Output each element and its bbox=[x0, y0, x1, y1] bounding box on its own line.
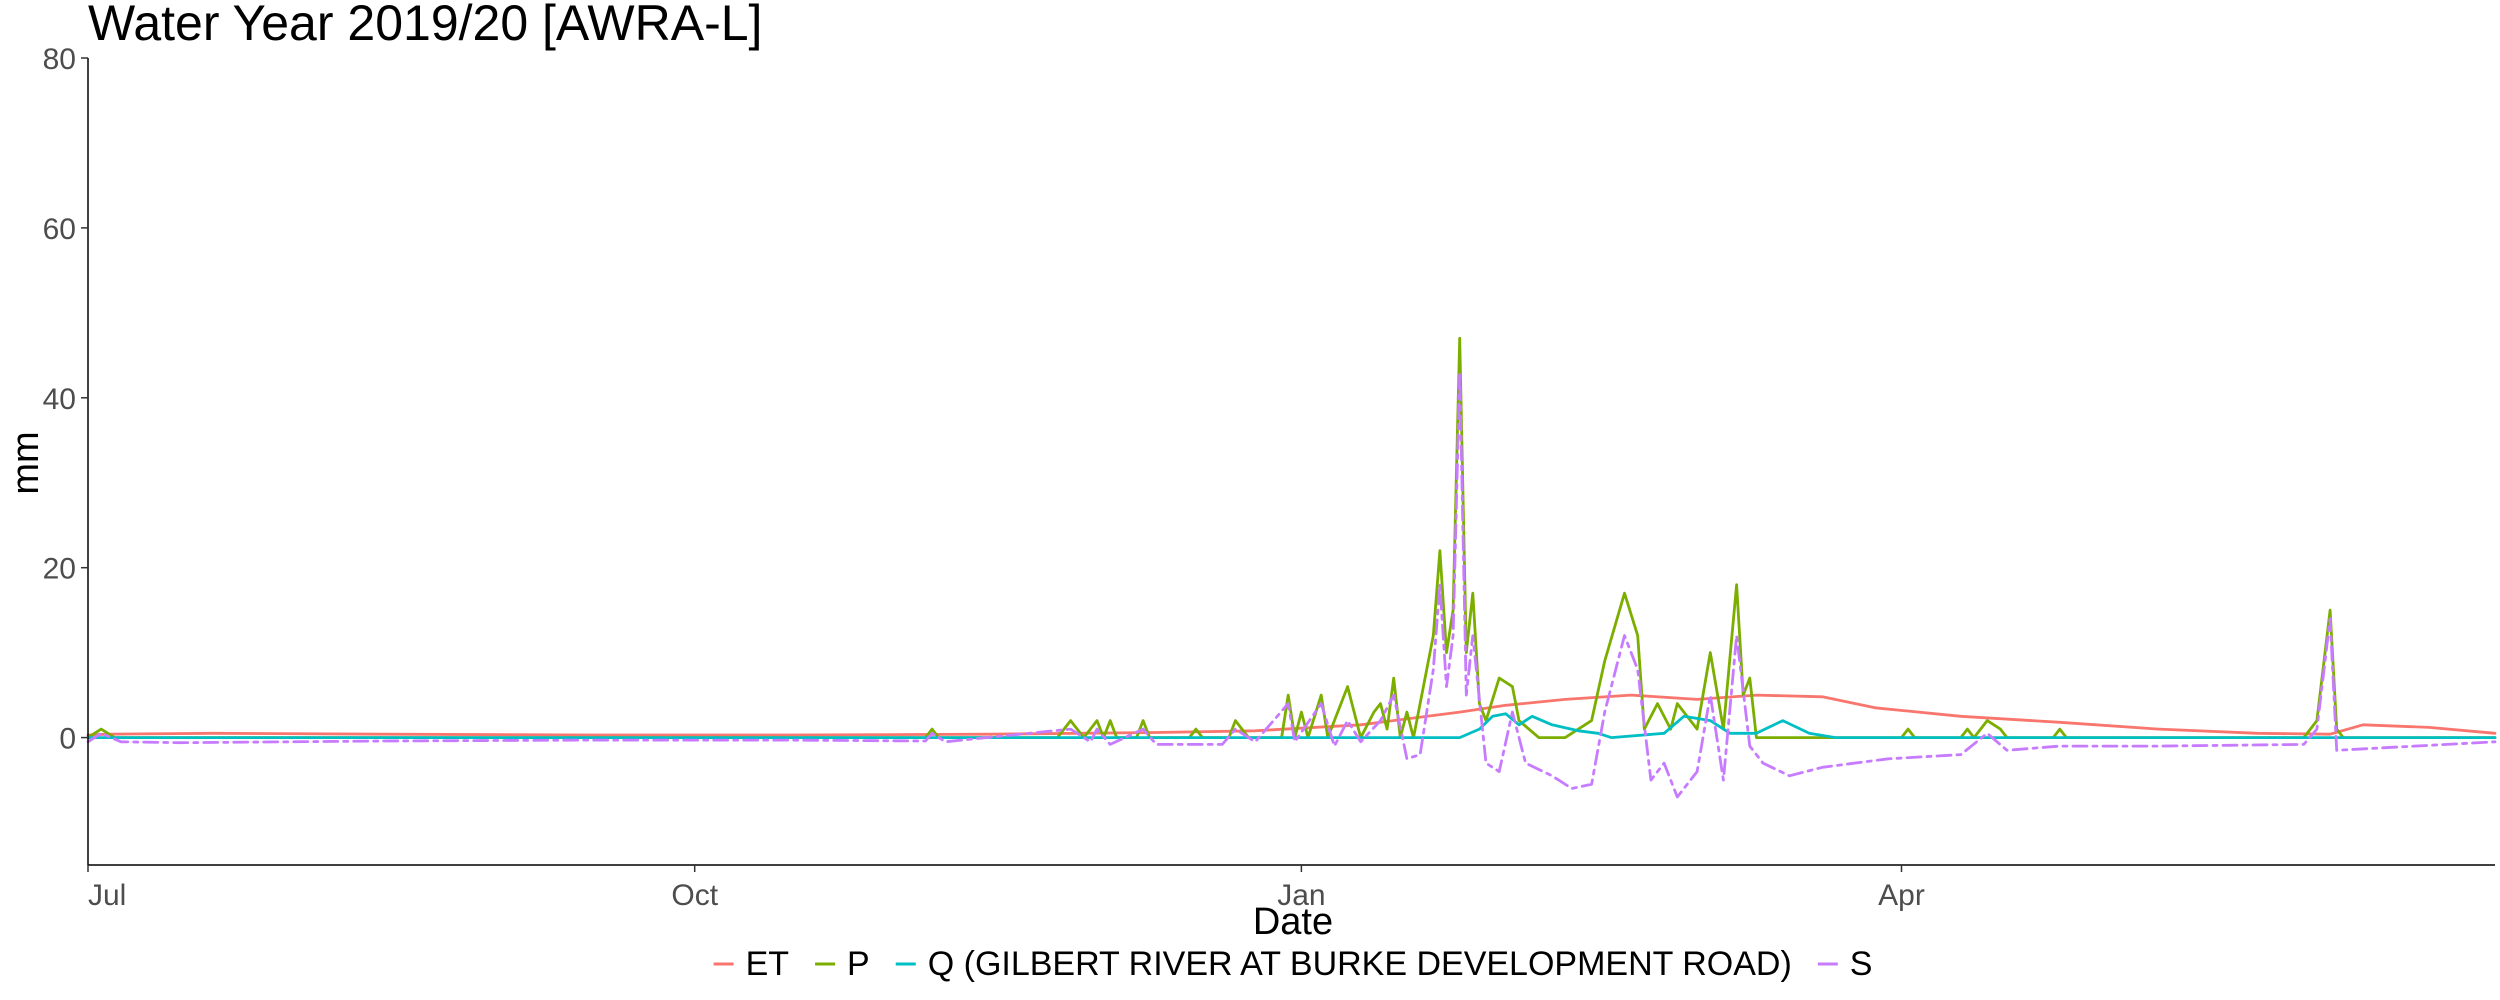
chart-title: Water Year 2019/20 [AWRA-L] bbox=[88, 0, 762, 51]
legend-label: P bbox=[847, 945, 870, 983]
y-tick-label: 40 bbox=[43, 383, 76, 416]
x-tick-label: Jan bbox=[1277, 879, 1325, 912]
legend-label: ET bbox=[746, 945, 789, 983]
y-tick-label: 60 bbox=[43, 213, 76, 246]
x-tick-label: Oct bbox=[671, 879, 718, 912]
axes: 0 20 40 60 80 Jul Oct Jan Apr bbox=[43, 43, 2495, 912]
y-tick-label: 0 bbox=[59, 723, 76, 756]
x-tick-label: Apr bbox=[1878, 879, 1925, 912]
x-tick-label: Jul bbox=[88, 879, 126, 912]
y-tick-label: 20 bbox=[43, 553, 76, 586]
legend-label: Q (GILBERT RIVER AT BURKE DEVELOPMENT RO… bbox=[928, 945, 1792, 983]
y-tick-label: 80 bbox=[43, 43, 76, 76]
legend-label: S bbox=[1850, 945, 1873, 983]
series-line-p bbox=[86, 336, 2497, 739]
y-axis-title: mm bbox=[5, 431, 47, 494]
legend: ET P Q (GILBERT RIVER AT BURKE DEVELOPMENT… bbox=[713, 945, 1873, 983]
plot-area bbox=[86, 336, 2497, 799]
series-line-s bbox=[86, 370, 2497, 799]
legend-items: ET P Q (GILBERT RIVER AT BURKE DEVELOPMENT… bbox=[713, 945, 1873, 983]
x-axis-title: Date bbox=[1253, 901, 1333, 943]
series-line-q bbox=[86, 712, 2497, 739]
